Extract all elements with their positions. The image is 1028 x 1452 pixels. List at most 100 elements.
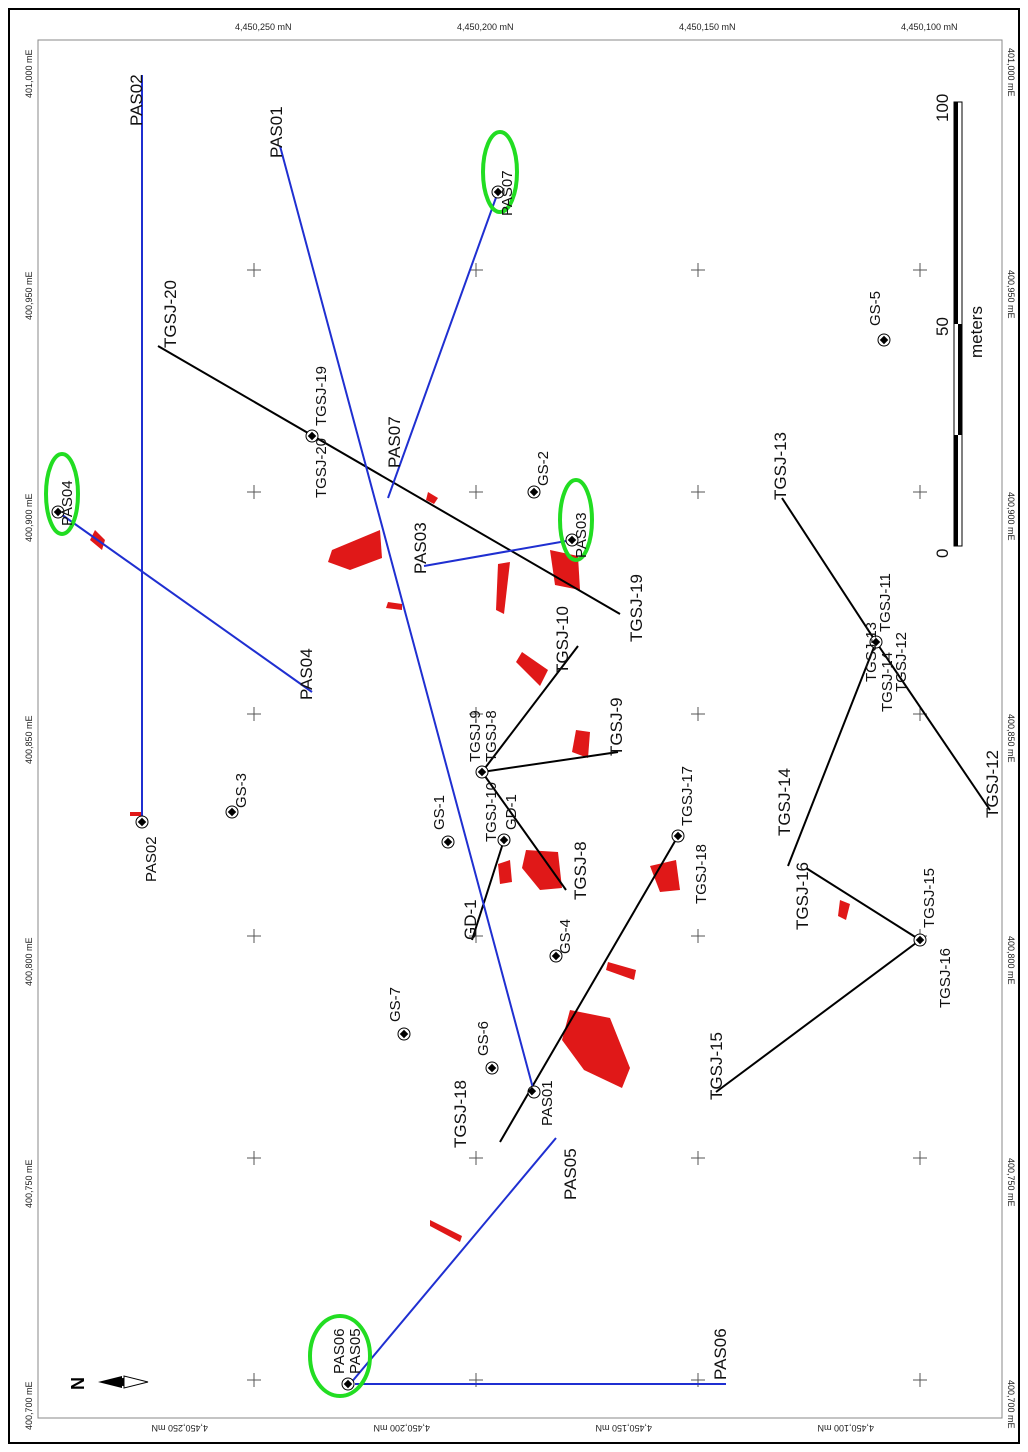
collar-labels: PAS02 PAS07 PAS04 PAS03 PAS06 PAS05 PAS0… xyxy=(59,170,954,1374)
top-coord-label: 4,450,200 mN xyxy=(457,22,514,32)
collar-label: TGSJ-20 xyxy=(313,438,330,498)
scale-bar: 0 50 100 meters xyxy=(933,94,986,558)
collar-label: GS-3 xyxy=(233,773,250,808)
line-labels: PAS02 PAS01 PAS07 PAS03 PAS04 PAS05 PAS0… xyxy=(127,74,1002,1380)
collar-label: PAS01 xyxy=(539,1080,556,1126)
grid-crosses xyxy=(247,263,927,1387)
neatline xyxy=(37,39,1003,1419)
collar-pas04 xyxy=(51,505,65,519)
scale-tick-label: 50 xyxy=(933,317,952,336)
line-label: TGSJ-18 xyxy=(451,1080,470,1148)
collar-gs4 xyxy=(549,949,563,963)
line-label: TGSJ-9 xyxy=(607,697,626,756)
left-coord-label: 400,900 mE xyxy=(24,493,34,542)
collar-label: PAS02 xyxy=(143,836,160,882)
drillhole-map: 4,450,250 mN 4,450,200 mN 4,450,150 mN 4… xyxy=(24,22,1016,1433)
collar-tgsj19-20 xyxy=(305,429,319,443)
collar-label: GS-1 xyxy=(431,795,448,830)
anomaly-pas01-a xyxy=(386,602,402,610)
collar-tgsj11-14 xyxy=(869,635,883,649)
line-label: PAS02 xyxy=(127,74,146,126)
anomaly-bars xyxy=(90,492,850,1242)
left-coordinate-labels: 401,000 mE 400,950 mE 400,900 mE 400,850… xyxy=(24,49,34,1430)
anomaly-tgsj18-b xyxy=(606,962,636,980)
collar-label: PAS03 xyxy=(573,512,590,558)
collar-gs7 xyxy=(397,1027,411,1041)
map-frame: 4,450,250 mN 4,450,200 mN 4,450,150 mN 4… xyxy=(8,8,1020,1444)
north-arrow-tail xyxy=(123,1375,149,1389)
collar-label: GS-2 xyxy=(535,451,552,486)
line-label: TGSJ-15 xyxy=(707,1032,726,1100)
left-coord-label: 400,850 mE xyxy=(24,715,34,764)
collar-label: PAS04 xyxy=(59,480,76,526)
line-label: TGSJ-10 xyxy=(553,606,572,674)
tgsj-13-trace xyxy=(781,497,877,643)
scale-tick-label: 0 xyxy=(933,549,952,558)
collar-label: GS-5 xyxy=(867,291,884,326)
right-coord-label: 400,900 mE xyxy=(1006,492,1016,541)
line-label: PAS05 xyxy=(561,1148,580,1200)
collar-tgsj17-18 xyxy=(671,829,685,843)
collar-label: TGSJ-11 xyxy=(877,573,894,632)
right-coord-label: 400,750 mE xyxy=(1006,1158,1016,1207)
collar-label: TGSJ-9 xyxy=(467,710,484,762)
collar-tgsj15-16 xyxy=(913,933,927,947)
collar-pas02 xyxy=(135,815,149,829)
left-coord-label: 400,950 mE xyxy=(24,271,34,320)
scale-bar-segment xyxy=(958,324,962,435)
bottom-coord-label: 4,450,200 mN xyxy=(373,1423,430,1433)
bottom-coord-label: 4,450,150 mN xyxy=(595,1423,652,1433)
top-coord-label: 4,450,250 mN xyxy=(235,22,292,32)
tgsj-8-trace xyxy=(481,771,567,891)
line-label: TGSJ-19 xyxy=(627,574,646,642)
top-coordinate-labels: 4,450,250 mN 4,450,200 mN 4,450,150 mN 4… xyxy=(235,22,958,32)
pas04-trace xyxy=(57,511,313,693)
pas05-trace xyxy=(349,1137,557,1385)
pas01-trace xyxy=(279,145,535,1093)
collar-label: TGSJ-16 xyxy=(937,948,954,1008)
collar-label: TGSJ-19 xyxy=(313,366,330,426)
collar-gs5 xyxy=(877,333,891,347)
collar-label: GS-6 xyxy=(475,1021,492,1056)
collar-label: PAS07 xyxy=(499,170,516,216)
collar-pas01 xyxy=(527,1085,541,1099)
line-label: TGSJ-16 xyxy=(793,862,812,930)
collar-pas07 xyxy=(491,185,505,199)
north-arrow: N xyxy=(68,1375,149,1390)
left-coord-label: 400,700 mE xyxy=(24,1381,34,1430)
bottom-coord-label: 4,450,250 mN xyxy=(151,1423,208,1433)
bottom-coordinate-labels: 4,450,250 mN 4,450,200 mN 4,450,150 mN 4… xyxy=(151,1423,874,1433)
tgsj-15-trace xyxy=(715,939,921,1093)
right-coord-label: 401,000 mE xyxy=(1006,48,1016,97)
north-arrow-head xyxy=(98,1376,122,1388)
line-label: TGSJ-20 xyxy=(161,280,180,348)
anomaly-gd1 xyxy=(498,860,512,884)
anomaly-tgsj20 xyxy=(426,492,438,504)
collar-gs2 xyxy=(527,485,541,499)
collar-label: TGSJ-17 xyxy=(679,766,696,826)
anomaly-pas05 xyxy=(430,1220,462,1242)
anomaly-tgsj18 xyxy=(562,1010,630,1088)
collar-label: GD-1 xyxy=(503,794,520,830)
pas03-trace xyxy=(423,539,573,567)
collar-label: TGSJ-13 xyxy=(863,622,880,682)
tgsj-14-trace xyxy=(787,641,877,867)
right-coord-label: 400,950 mE xyxy=(1006,270,1016,319)
highlight-pas05-06 xyxy=(308,1314,372,1398)
scale-bar-segment xyxy=(954,102,958,324)
line-label: TGSJ-8 xyxy=(571,841,590,900)
anomaly-tgsj8 xyxy=(522,850,562,890)
right-coord-label: 400,700 mE xyxy=(1006,1380,1016,1429)
scale-tick-label: 100 xyxy=(933,94,952,122)
anomaly-tgsj10 xyxy=(516,652,548,686)
left-coord-label: 400,800 mE xyxy=(24,937,34,986)
left-coord-label: 401,000 mE xyxy=(24,49,34,98)
tgsj-9-trace xyxy=(481,751,619,773)
line-label: GD-1 xyxy=(461,899,480,940)
gd-1-trace xyxy=(471,839,505,941)
tgsj-16-trace xyxy=(805,867,921,941)
line-label: PAS01 xyxy=(267,106,286,158)
collar-label: TGSJ-12 xyxy=(893,632,910,692)
collar-gs3 xyxy=(225,805,239,819)
collar-pas05-06 xyxy=(341,1377,355,1391)
